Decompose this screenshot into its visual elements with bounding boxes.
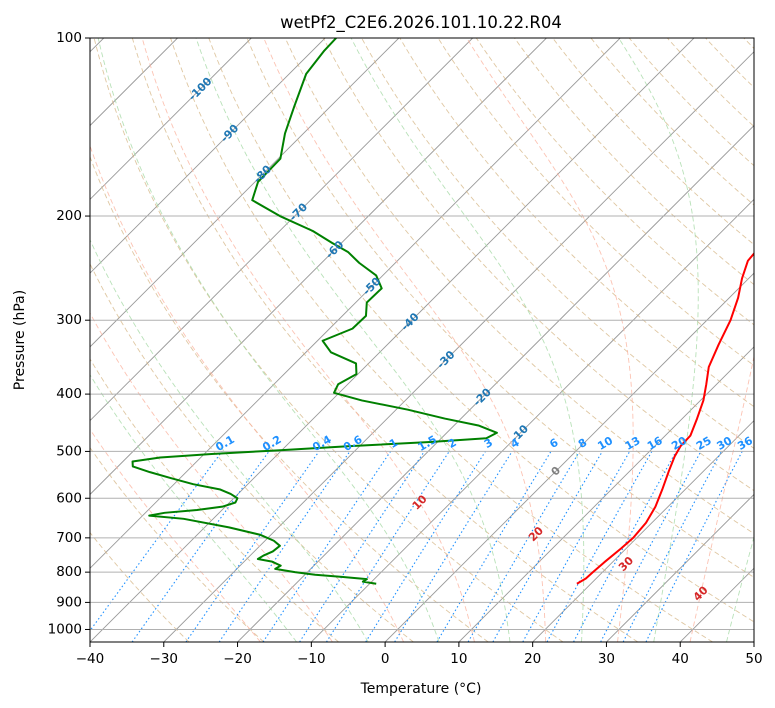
isotherm-line [163, 51, 754, 642]
moist-adiabat-line [195, 38, 511, 642]
dry-adiabat-line [170, 38, 713, 642]
mixing-ratio-line [218, 451, 351, 642]
moist-adiabat-line [90, 312, 333, 642]
y-tick-label: 300 [56, 312, 82, 328]
x-tick-label: −10 [297, 651, 326, 667]
mixing-ratio-label: 36 [735, 434, 755, 453]
dry-adiabat-line [399, 38, 754, 408]
chart-title: wetPf2_C2E6.2026.101.10.22.R04 [280, 13, 562, 33]
y-tick-label: 200 [56, 208, 82, 224]
mixing-ratio-line [522, 451, 631, 642]
x-tick-label: 0 [381, 651, 390, 667]
x-axis-label: Temperature (°C) [360, 681, 482, 697]
isotherm-line [606, 493, 754, 642]
dry-adiabat-line [552, 38, 754, 246]
mixing-ratio-line [467, 451, 581, 642]
x-tick-label: −20 [223, 651, 252, 667]
moist-adiabat-line [263, 38, 547, 642]
mixing-ratio-line [492, 451, 603, 642]
moist-adiabat-line [90, 238, 369, 642]
mixing-ratio-line [90, 451, 223, 632]
x-axis: −40 −30 −20 −10 0 10 20 30 40 50 [76, 642, 763, 667]
x-tick-label: −40 [76, 651, 105, 667]
isotherm-line [237, 124, 754, 642]
moist-adiabat-line [90, 428, 261, 642]
isotherm-line [90, 38, 400, 348]
y-tick-label: 700 [56, 530, 82, 546]
moist-adiabat-line [618, 38, 699, 642]
y-tick-label: 500 [56, 443, 82, 459]
y-tick-label: 1000 [48, 621, 82, 637]
dry-adiabat-line [323, 38, 754, 492]
dry-adiabat-line [208, 38, 754, 623]
mixing-ratio-line [365, 451, 486, 642]
dry-adiabat-line [90, 358, 339, 642]
dry-adiabat-line [628, 38, 754, 167]
moist-adiabat-line [90, 373, 297, 642]
isotherm-line [90, 38, 473, 422]
isotherm-line [458, 346, 754, 642]
y-tick-label: 100 [56, 30, 82, 46]
dry-adiabat-line [131, 38, 639, 642]
profiles [131, 38, 754, 585]
x-tick-label: 40 [672, 651, 689, 667]
mixing-ratio-line [573, 451, 677, 642]
dry-adiabat-line [90, 531, 190, 642]
background-lines [90, 38, 754, 642]
dry-adiabat-line [361, 38, 754, 449]
moist-adiabat-line [97, 38, 440, 642]
temperature-profile [576, 252, 754, 585]
y-tick-label: 400 [56, 386, 82, 402]
isotherm-line [90, 38, 252, 200]
isotherm-line [532, 420, 754, 642]
x-tick-label: −30 [150, 651, 179, 667]
isotherm-line [90, 38, 326, 274]
mixing-ratio-line [546, 451, 653, 642]
mixing-ratio-line [436, 451, 552, 642]
mixing-ratio-line [394, 451, 513, 642]
x-tick-label: 10 [450, 651, 467, 667]
isotherm-line [90, 38, 695, 642]
mixing-ratio-line [131, 451, 270, 642]
isotherm-line [90, 38, 547, 496]
x-tick-label: 20 [524, 651, 541, 667]
y-tick-label: 900 [56, 594, 82, 610]
mixing-ratio-line [325, 451, 450, 642]
x-tick-label: 30 [598, 651, 615, 667]
y-axis: 100 200 300 400 500 600 700 800 900 1000 [48, 30, 90, 637]
plot-frame [89, 37, 755, 643]
isotherm-line [384, 272, 754, 642]
dry-adiabat-line [475, 38, 754, 326]
pressure-gridlines [90, 38, 754, 630]
y-tick-label: 600 [56, 490, 82, 506]
y-tick-label: 800 [56, 564, 82, 580]
moist-adiabat-line [141, 38, 475, 642]
x-tick-label: 50 [745, 651, 762, 667]
dewpoint-profile [131, 38, 498, 585]
y-axis-label: Pressure (hPa) [12, 290, 28, 390]
moist-adiabat-line [726, 535, 754, 642]
moist-adiabat-line [350, 38, 585, 642]
dry-adiabat-line [437, 38, 754, 367]
moist-adiabat-line [90, 144, 404, 642]
moist-adiabat-line [689, 354, 754, 642]
isotherm-line [90, 38, 621, 569]
